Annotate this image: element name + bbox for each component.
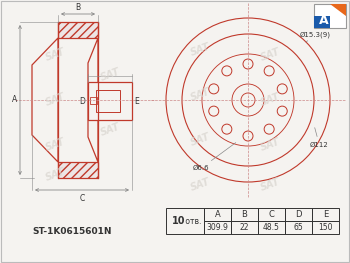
Bar bbox=[258, 208, 285, 221]
Bar bbox=[285, 208, 312, 221]
Bar bbox=[58, 22, 98, 38]
Text: SAT: SAT bbox=[44, 92, 66, 108]
Text: SAT: SAT bbox=[99, 67, 121, 83]
Bar bbox=[166, 208, 204, 234]
Text: SAT: SAT bbox=[259, 177, 281, 193]
Bar bbox=[96, 90, 120, 112]
Text: SAT: SAT bbox=[44, 137, 66, 153]
Bar bbox=[314, 4, 346, 28]
Text: 48.5: 48.5 bbox=[263, 223, 280, 232]
Text: 10: 10 bbox=[172, 216, 186, 226]
Polygon shape bbox=[330, 4, 346, 16]
Bar bbox=[88, 82, 132, 120]
Text: SAT: SAT bbox=[259, 137, 281, 153]
Text: 150: 150 bbox=[318, 223, 333, 232]
Text: SAT: SAT bbox=[99, 122, 121, 138]
Text: Ø112: Ø112 bbox=[310, 128, 329, 148]
Bar bbox=[204, 221, 231, 234]
Text: Ø15.3(9): Ø15.3(9) bbox=[300, 31, 331, 42]
Text: 65: 65 bbox=[294, 223, 303, 232]
Text: B: B bbox=[241, 210, 247, 219]
Text: E: E bbox=[134, 98, 139, 107]
Bar bbox=[312, 208, 339, 221]
Text: SAT: SAT bbox=[189, 177, 211, 193]
Text: C: C bbox=[268, 210, 274, 219]
Text: SAT: SAT bbox=[259, 47, 281, 63]
Text: E: E bbox=[323, 210, 328, 219]
Text: SAT: SAT bbox=[259, 92, 281, 108]
Text: D: D bbox=[295, 210, 302, 219]
Text: Ø6.6: Ø6.6 bbox=[193, 143, 236, 171]
Text: D: D bbox=[79, 98, 85, 107]
Text: SAT: SAT bbox=[189, 132, 211, 148]
Bar bbox=[285, 221, 312, 234]
Bar bbox=[231, 208, 258, 221]
Text: 309.9: 309.9 bbox=[206, 223, 229, 232]
Bar bbox=[58, 162, 98, 178]
Polygon shape bbox=[88, 38, 98, 162]
Text: SAT: SAT bbox=[189, 87, 211, 103]
Text: T: T bbox=[333, 12, 341, 26]
Text: 22: 22 bbox=[240, 223, 249, 232]
Bar bbox=[312, 221, 339, 234]
Text: SAT: SAT bbox=[189, 42, 211, 58]
Text: B: B bbox=[76, 3, 80, 12]
Polygon shape bbox=[32, 38, 58, 162]
Polygon shape bbox=[314, 16, 330, 28]
Text: A: A bbox=[12, 95, 17, 104]
Bar bbox=[90, 97, 97, 104]
Text: отв.: отв. bbox=[183, 216, 201, 225]
Text: C: C bbox=[79, 194, 85, 203]
Text: SAT: SAT bbox=[44, 47, 66, 63]
Bar bbox=[231, 221, 258, 234]
Bar bbox=[258, 221, 285, 234]
Bar bbox=[204, 208, 231, 221]
Text: ST-1K0615601N: ST-1K0615601N bbox=[32, 227, 112, 236]
Text: A: A bbox=[215, 210, 220, 219]
Text: A: A bbox=[319, 14, 328, 27]
Text: SAT: SAT bbox=[44, 167, 66, 183]
